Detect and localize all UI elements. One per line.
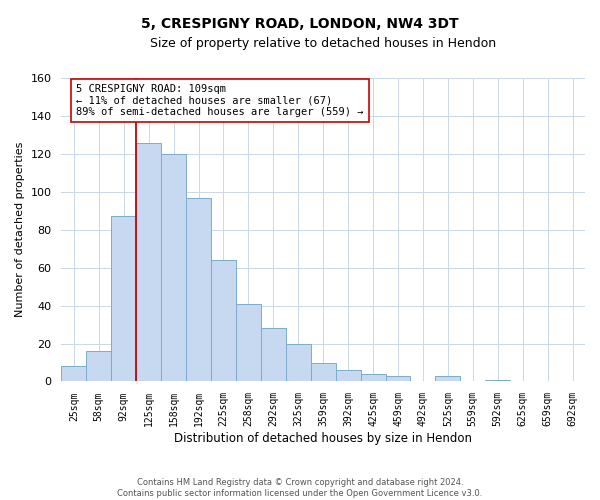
Bar <box>361 374 386 382</box>
Bar <box>386 376 410 382</box>
Bar <box>236 304 261 382</box>
Bar <box>335 370 361 382</box>
Title: Size of property relative to detached houses in Hendon: Size of property relative to detached ho… <box>150 38 496 51</box>
Bar <box>161 154 186 382</box>
Text: Contains HM Land Registry data © Crown copyright and database right 2024.
Contai: Contains HM Land Registry data © Crown c… <box>118 478 482 498</box>
Bar <box>261 328 286 382</box>
Text: 5 CRESPIGNY ROAD: 109sqm
← 11% of detached houses are smaller (67)
89% of semi-d: 5 CRESPIGNY ROAD: 109sqm ← 11% of detach… <box>76 84 364 117</box>
Y-axis label: Number of detached properties: Number of detached properties <box>15 142 25 318</box>
Bar <box>136 142 161 382</box>
Bar <box>186 198 211 382</box>
Bar <box>211 260 236 382</box>
Text: 5, CRESPIGNY ROAD, LONDON, NW4 3DT: 5, CRESPIGNY ROAD, LONDON, NW4 3DT <box>141 18 459 32</box>
Bar <box>111 216 136 382</box>
Bar <box>86 351 111 382</box>
Bar <box>311 362 335 382</box>
Bar <box>485 380 510 382</box>
Bar <box>436 376 460 382</box>
Bar <box>61 366 86 382</box>
X-axis label: Distribution of detached houses by size in Hendon: Distribution of detached houses by size … <box>174 432 472 445</box>
Bar <box>286 344 311 382</box>
